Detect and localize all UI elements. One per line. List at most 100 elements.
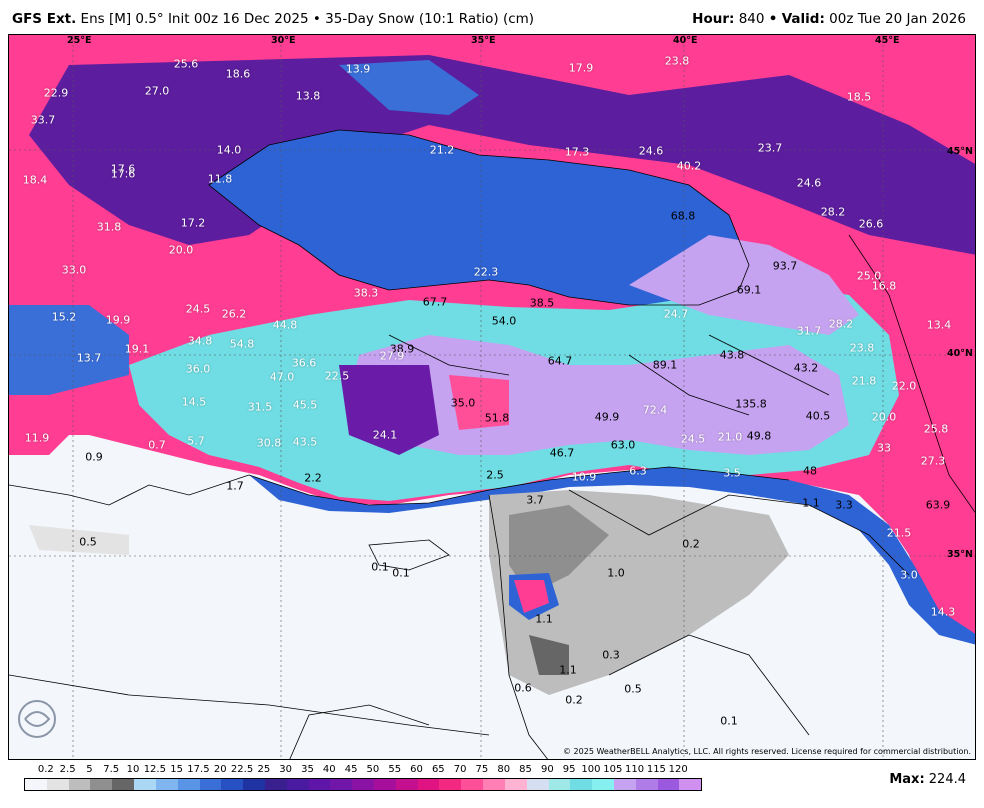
value-label: 28.2 bbox=[828, 317, 854, 331]
value-label: 49.9 bbox=[594, 410, 620, 424]
value-label: 20.0 bbox=[168, 243, 194, 257]
valid-time: Hour: 840 • Valid: 00z Tue 20 Jan 2026 bbox=[692, 11, 966, 27]
legend-swatch bbox=[526, 779, 549, 790]
model-name: GFS Ext. bbox=[12, 11, 77, 27]
value-label: 25.6 bbox=[173, 57, 199, 71]
value-label: 28.2 bbox=[820, 205, 846, 219]
legend-swatch bbox=[613, 779, 636, 790]
value-label: 20.0 bbox=[871, 410, 897, 424]
legend-tick-label: 90 bbox=[540, 764, 554, 775]
value-label: 16.8 bbox=[871, 279, 897, 293]
lat-label-40: 40°N bbox=[947, 348, 973, 359]
value-label: 0.6 bbox=[514, 681, 532, 695]
value-label: 22.0 bbox=[891, 379, 917, 393]
value-label: 19.1 bbox=[124, 342, 150, 356]
map-canvas bbox=[9, 35, 975, 759]
legend-tick-label: 75 bbox=[475, 764, 489, 775]
legend-tick-label: 30 bbox=[279, 764, 293, 775]
value-label: 24.5 bbox=[680, 432, 706, 446]
value-label: 45.5 bbox=[292, 398, 318, 412]
value-label: 21.8 bbox=[851, 374, 877, 388]
legend-swatch bbox=[221, 779, 244, 790]
value-label: 63.9 bbox=[925, 498, 951, 512]
value-label: 21.5 bbox=[886, 526, 912, 540]
value-label: 3.0 bbox=[900, 568, 918, 582]
value-label: 6.3 bbox=[629, 464, 647, 478]
legend-swatch bbox=[352, 779, 374, 790]
lat-label-45: 45°N bbox=[947, 146, 973, 157]
max-label: Max: bbox=[889, 772, 925, 787]
value-label: 24.1 bbox=[372, 428, 398, 442]
value-label: 34.8 bbox=[187, 334, 213, 348]
legend-swatch bbox=[199, 779, 222, 790]
value-label: 26.6 bbox=[858, 217, 884, 231]
value-label: 46.7 bbox=[549, 446, 575, 460]
value-label: 36.0 bbox=[185, 362, 211, 376]
copyright-notice: © 2025 WeatherBELL Analytics, LLC. All r… bbox=[563, 747, 971, 756]
lon-label-30: 30°E bbox=[271, 35, 296, 46]
weatherbell-logo bbox=[15, 697, 105, 741]
value-label: 0.3 bbox=[602, 648, 620, 662]
value-label: 40.5 bbox=[805, 409, 831, 423]
value-label: 17.6 bbox=[110, 162, 136, 176]
value-label: 63.0 bbox=[610, 438, 636, 452]
lon-label-35: 35°E bbox=[471, 35, 496, 46]
value-label: 24.5 bbox=[185, 302, 211, 316]
value-label: 27.9 bbox=[379, 349, 405, 363]
value-label: 68.8 bbox=[670, 209, 696, 223]
value-label: 11.9 bbox=[24, 431, 50, 445]
legend-tick-label: 80 bbox=[497, 764, 511, 775]
legend-tick-label: 60 bbox=[410, 764, 423, 775]
value-label: 35.0 bbox=[450, 396, 476, 410]
legend-swatch bbox=[570, 779, 593, 790]
legend-tick-label: 65 bbox=[431, 764, 445, 775]
value-label: 25.0 bbox=[856, 269, 882, 283]
value-label: 13.4 bbox=[926, 318, 952, 332]
separator: • bbox=[768, 11, 778, 27]
value-label: 17.2 bbox=[180, 216, 206, 230]
value-label: 21.0 bbox=[717, 430, 743, 444]
value-label: 47.0 bbox=[269, 370, 295, 384]
value-label: 1.0 bbox=[607, 566, 625, 580]
legend-tick-label: 100 bbox=[581, 764, 601, 775]
legend-tick-label: 120 bbox=[668, 764, 688, 775]
legend-tick-label: 25 bbox=[257, 764, 271, 775]
legend-swatch bbox=[548, 779, 571, 790]
value-label: 33 bbox=[877, 441, 891, 455]
value-label: 33.0 bbox=[61, 263, 87, 277]
legend-swatch bbox=[635, 779, 658, 790]
value-label: 3.5 bbox=[723, 466, 741, 480]
value-label: 24.6 bbox=[796, 176, 822, 190]
value-label: 18.5 bbox=[846, 90, 872, 104]
value-label: 0.7 bbox=[148, 438, 166, 452]
value-label: 0.1 bbox=[720, 714, 738, 728]
value-label: 11.8 bbox=[207, 172, 233, 186]
value-label: 24.7 bbox=[663, 307, 689, 321]
lat-label-35: 35°N bbox=[947, 549, 973, 560]
value-label: 22.3 bbox=[473, 265, 499, 279]
value-label: 25.8 bbox=[923, 422, 949, 436]
value-label: 54.0 bbox=[491, 314, 517, 328]
legend-swatch bbox=[417, 779, 440, 790]
value-label: 43.8 bbox=[719, 348, 745, 362]
legend-swatch bbox=[112, 779, 135, 790]
legend-tick-label: 95 bbox=[562, 764, 576, 775]
run-info: Ens [M] 0.5° Init 00z 16 Dec 2025 • 35-D… bbox=[80, 11, 535, 27]
value-label: 0.9 bbox=[85, 450, 103, 464]
legend-tick-label: 2.5 bbox=[59, 764, 76, 775]
value-label: 31.5 bbox=[247, 400, 273, 414]
legend-swatch bbox=[504, 779, 527, 790]
legend-tick-label: 7.5 bbox=[103, 764, 120, 775]
value-label: 0.5 bbox=[624, 682, 642, 696]
value-label: 1.1 bbox=[559, 663, 577, 677]
value-label: 38.3 bbox=[353, 286, 379, 300]
value-label: 43.5 bbox=[292, 435, 318, 449]
value-label: 13.7 bbox=[76, 351, 102, 365]
value-label: 38.9 bbox=[389, 342, 415, 356]
legend-swatch bbox=[264, 779, 287, 790]
max-value: 224.4 bbox=[928, 772, 966, 787]
value-label: 14.0 bbox=[216, 143, 242, 157]
value-label: 5.7 bbox=[187, 434, 205, 448]
value-label: 24.6 bbox=[638, 144, 664, 158]
legend-tick-label: 15 bbox=[170, 764, 184, 775]
